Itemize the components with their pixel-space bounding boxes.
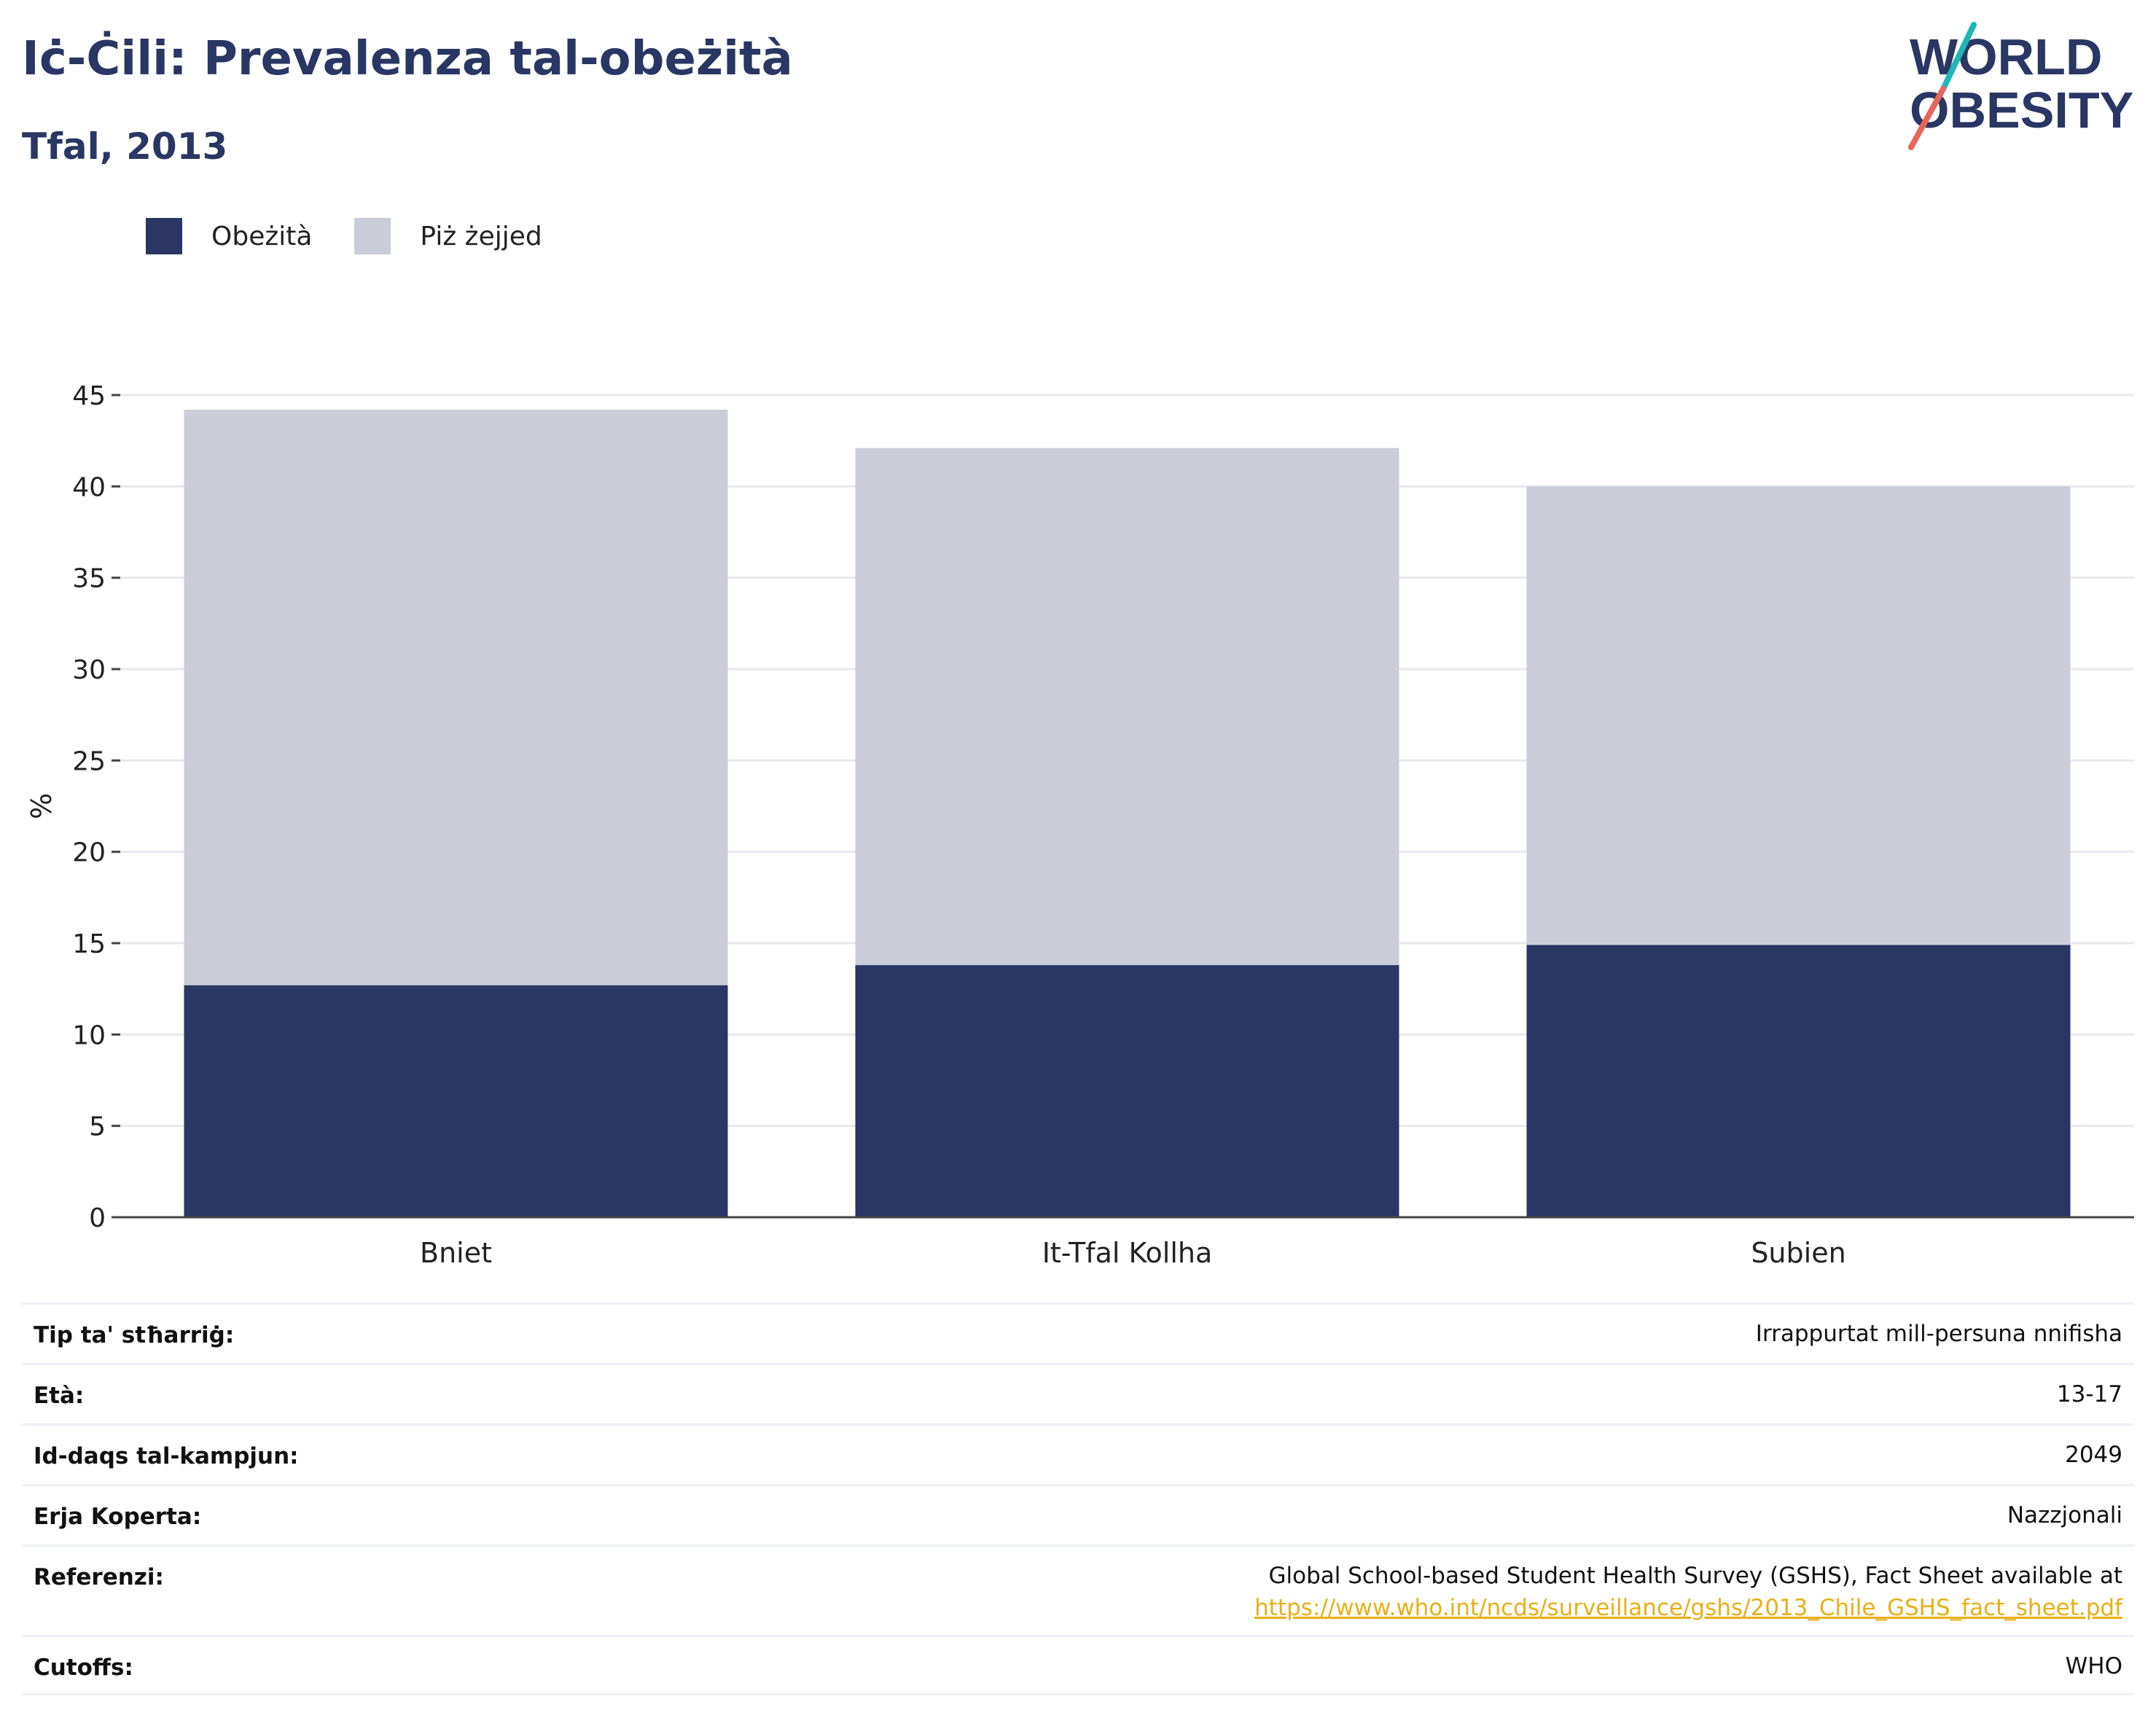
info-row-area: Erja Koperta: Nazzjonali bbox=[22, 1484, 2134, 1544]
info-row-survey-type: Tip ta' stħarriġ: Irrappurtat mill-persu… bbox=[22, 1303, 2134, 1363]
y-tick-label: 45 bbox=[72, 381, 106, 411]
bar-overweight bbox=[855, 448, 1399, 966]
info-value: Nazzjonali bbox=[2007, 1502, 2122, 1528]
y-tick-label: 25 bbox=[72, 746, 106, 776]
bar-obesity bbox=[855, 965, 1399, 1217]
info-key: Età: bbox=[34, 1383, 85, 1409]
reference-link[interactable]: https://www.who.int/ncds/surveillance/gs… bbox=[1254, 1595, 2122, 1621]
y-tick-label: 40 bbox=[72, 472, 106, 502]
world-obesity-logo: WORLD OBESITY bbox=[1908, 22, 2133, 150]
logo-slash-coral bbox=[1908, 86, 1946, 150]
y-tick-label: 35 bbox=[72, 564, 106, 594]
info-row-references: Referenzi: Global School-based Student H… bbox=[22, 1544, 2134, 1635]
info-key: Erja Koperta: bbox=[34, 1504, 202, 1530]
info-value: 13-17 bbox=[2056, 1381, 2122, 1407]
x-tick-label: Subien bbox=[1751, 1237, 1846, 1268]
y-axis-label: % bbox=[26, 793, 58, 819]
legend-item-obesity[interactable]: Obeżità bbox=[146, 218, 312, 254]
info-row-cutoffs: Cutoffs: WHO bbox=[22, 1635, 2134, 1695]
bar-obesity bbox=[1526, 945, 2071, 1217]
chart-legend: Obeżità Piż żejjed bbox=[146, 216, 585, 257]
logo-line-1: WORLD bbox=[1910, 28, 2102, 85]
logo-line-2: OBESITY bbox=[1910, 82, 2133, 138]
info-value-references: Global School-based Student Health Surve… bbox=[1254, 1560, 2122, 1624]
legend-swatch-overweight bbox=[354, 218, 391, 254]
info-key: Referenzi: bbox=[34, 1564, 164, 1590]
info-value: WHO bbox=[2065, 1653, 2122, 1679]
info-row-age: Età: 13-17 bbox=[22, 1363, 2134, 1423]
y-tick-label: 10 bbox=[72, 1020, 106, 1050]
logo-slash-teal bbox=[1940, 22, 1977, 92]
y-tick-label: 30 bbox=[72, 655, 106, 685]
y-tick-label: 20 bbox=[72, 838, 106, 868]
legend-label-overweight: Piż żejjed bbox=[420, 221, 542, 251]
bar-obesity bbox=[184, 985, 728, 1217]
legend-item-overweight[interactable]: Piż żejjed bbox=[354, 218, 542, 254]
legend-swatch-obesity bbox=[146, 218, 182, 254]
reference-text: Global School-based Student Health Surve… bbox=[1268, 1563, 2122, 1589]
legend-label-obesity: Obeżità bbox=[211, 221, 313, 251]
chart-title: Iċ-Ċili: Prevalenza tal-obeżità bbox=[22, 32, 793, 86]
y-tick-label: 0 bbox=[89, 1203, 106, 1233]
stacked-bar-chart: 0 5 10 15 20 25 30 35 40 45% Bniet It-Tfal Kollha Su… bbox=[26, 381, 2134, 1268]
bar-overweight bbox=[1526, 486, 2071, 945]
x-tick-label: Bniet bbox=[420, 1237, 492, 1268]
info-key: Cutoffs: bbox=[34, 1655, 133, 1681]
info-key: Tip ta' stħarriġ: bbox=[34, 1322, 235, 1348]
x-tick-label: It-Tfal Kollha bbox=[1042, 1237, 1213, 1268]
y-tick-label: 15 bbox=[72, 929, 106, 959]
info-key: Id-daqs tal-kampjun: bbox=[34, 1443, 299, 1469]
info-table: Tip ta' stħarriġ: Irrappurtat mill-persu… bbox=[22, 1303, 2134, 1695]
info-value: 2049 bbox=[2065, 1442, 2122, 1468]
y-tick-label: 5 bbox=[89, 1112, 106, 1142]
bar-overweight bbox=[184, 410, 728, 985]
chart-subtitle: Tfal, 2013 bbox=[22, 125, 228, 168]
info-value: Irrappurtat mill-persuna nnifisha bbox=[1755, 1321, 2122, 1347]
info-row-sample-size: Id-daqs tal-kampjun: 2049 bbox=[22, 1423, 2134, 1484]
